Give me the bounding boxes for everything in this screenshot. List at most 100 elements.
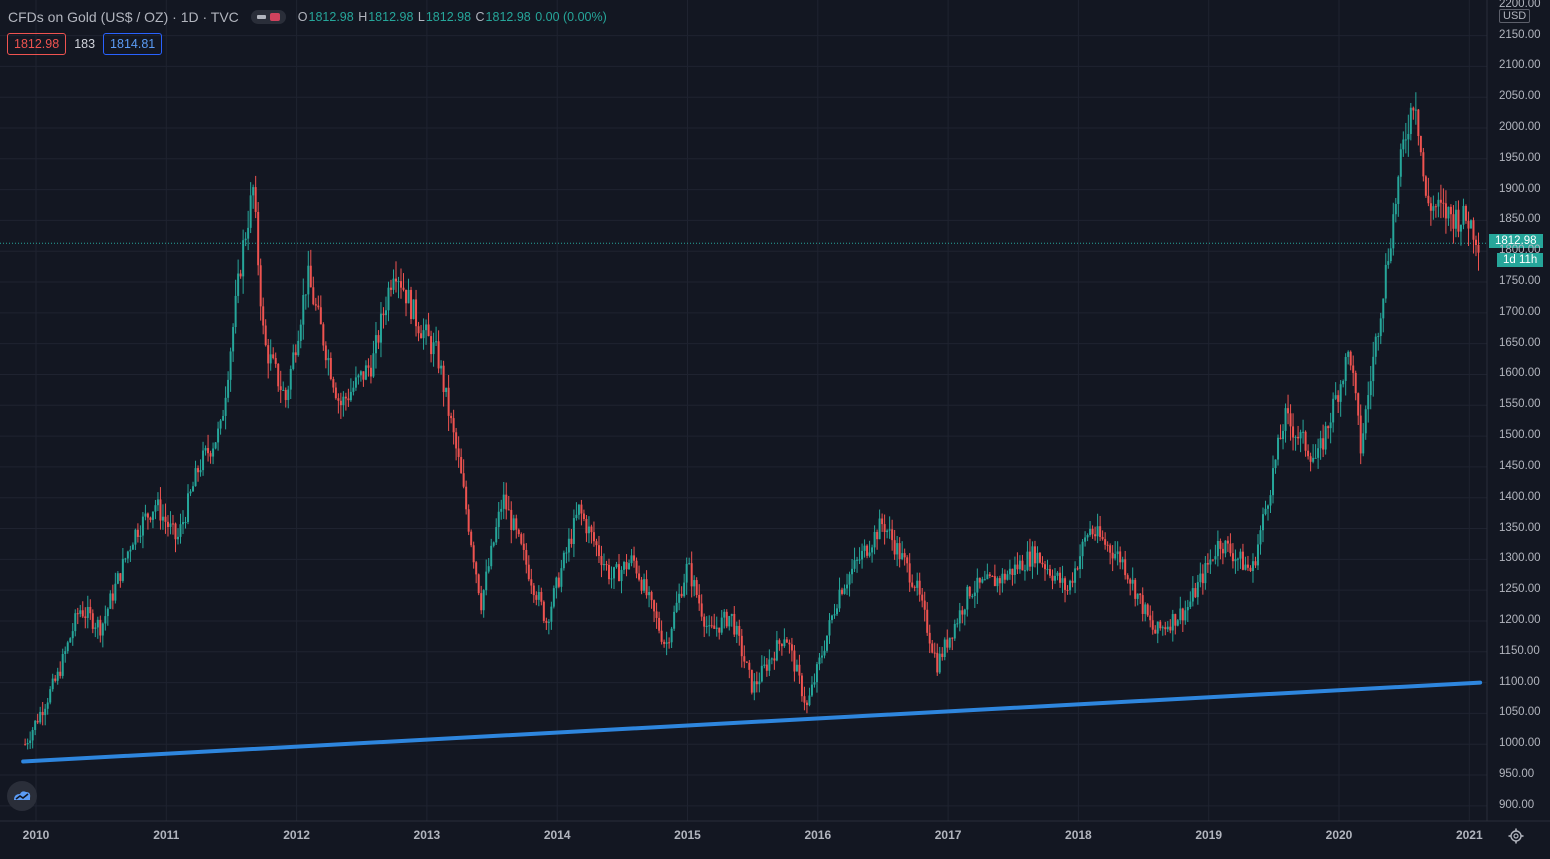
candle-body	[931, 643, 934, 653]
candle-body	[1196, 582, 1199, 598]
candle-body	[1359, 415, 1362, 454]
candle-body	[1141, 595, 1144, 614]
candle-body	[723, 611, 726, 618]
candle-body	[941, 653, 944, 658]
candle-body	[197, 468, 200, 473]
candle-body	[923, 600, 926, 610]
candle-body	[750, 669, 753, 693]
candle-body	[517, 529, 520, 535]
cloud-logo-icon[interactable]	[7, 781, 37, 811]
candle-body	[858, 559, 861, 561]
candle-body	[96, 619, 99, 628]
price-tick-label: 2200.00	[1499, 0, 1541, 10]
candle-body	[294, 352, 297, 356]
indicator-controls[interactable]	[250, 10, 286, 24]
candle-body	[527, 564, 530, 580]
candle-body	[227, 379, 230, 398]
buy-button[interactable]: 1814.81	[103, 33, 163, 55]
candle-body	[790, 644, 793, 651]
candle-body	[898, 543, 901, 560]
candle-body	[342, 396, 345, 406]
candle-body	[740, 635, 743, 657]
candle-body	[1459, 224, 1462, 232]
countdown-tag: 1d 11h	[1497, 253, 1544, 268]
candle-body	[1414, 109, 1417, 111]
candle-body	[1023, 570, 1026, 572]
candle-body	[402, 287, 405, 290]
change-value: 0.00 (0.00%)	[535, 10, 607, 24]
candle-body	[207, 448, 210, 454]
candle-body	[1121, 559, 1124, 563]
candle-body	[94, 627, 97, 629]
candle-body	[292, 352, 295, 369]
candle-body	[577, 504, 580, 515]
candle-body	[1454, 209, 1457, 229]
candle-body	[873, 532, 876, 548]
candle-body	[1094, 534, 1097, 537]
candle-body	[1209, 559, 1212, 565]
candle-body	[116, 573, 119, 584]
candle-body	[304, 294, 307, 296]
trend-line[interactable]	[21, 680, 1483, 764]
candle-body	[277, 363, 280, 387]
candle-body	[182, 522, 185, 525]
candle-body	[1302, 431, 1305, 433]
candle-body	[422, 330, 425, 339]
time-tick-label: 2018	[1065, 828, 1092, 842]
candle-body	[886, 530, 889, 533]
candle-body	[364, 365, 367, 380]
candle-body	[595, 541, 598, 546]
candle-body	[242, 240, 245, 277]
price-tick-label: 1000.00	[1499, 737, 1541, 750]
candle-body	[31, 729, 34, 741]
symbol-title[interactable]: CFDs on Gold (US$ / OZ) · 1D · TVC	[8, 9, 239, 25]
candle-body	[129, 549, 132, 552]
candle-body	[663, 641, 666, 644]
gear-icon[interactable]	[1508, 828, 1524, 844]
candle-body	[309, 265, 312, 288]
candle-body	[467, 509, 470, 532]
vertical-grid	[35, 0, 1470, 821]
candle-body	[257, 211, 260, 266]
price-tick-label: 1150.00	[1499, 644, 1540, 657]
candle-body	[1059, 572, 1062, 583]
candle-body	[891, 529, 894, 541]
candle-body	[1246, 564, 1249, 568]
candle-body	[843, 588, 846, 594]
candle-body	[369, 367, 372, 377]
candle-body	[678, 593, 681, 603]
candle-body	[44, 708, 47, 716]
eye-icon[interactable]	[256, 15, 266, 19]
candle-body	[46, 702, 49, 709]
price-axis[interactable]: 2200.00 USD 1812.98 1d 11h 2150.00 2100.0…	[1487, 0, 1550, 821]
candle-body	[435, 341, 438, 343]
candle-body	[1312, 457, 1315, 462]
candle-body	[447, 387, 450, 416]
time-tick-label: 2015	[674, 828, 701, 842]
candle-body	[1354, 372, 1357, 394]
price-tick-label: 1550.00	[1499, 398, 1541, 411]
candle-body	[1307, 450, 1310, 457]
candle-body	[600, 555, 603, 566]
candle-body	[582, 513, 585, 520]
candle-body	[933, 652, 936, 654]
currency-label[interactable]: USD	[1499, 9, 1531, 23]
candle-body	[768, 659, 771, 671]
sell-button[interactable]: 1812.98	[7, 33, 67, 55]
candle-body	[1347, 351, 1350, 357]
candle-body	[1424, 176, 1427, 196]
candle-body	[803, 696, 806, 703]
candle-body	[1221, 548, 1224, 554]
candle-body	[763, 664, 766, 666]
menu-icon[interactable]	[269, 13, 280, 21]
candle-body	[307, 265, 310, 295]
candle-body	[289, 368, 292, 390]
candle-body	[212, 448, 215, 457]
candle-body	[1184, 610, 1187, 621]
candle-body	[1434, 206, 1437, 208]
candle-body	[610, 578, 613, 580]
candle-body	[1244, 564, 1247, 570]
candle-body	[1319, 438, 1322, 449]
time-tick-label: 2017	[934, 828, 962, 842]
